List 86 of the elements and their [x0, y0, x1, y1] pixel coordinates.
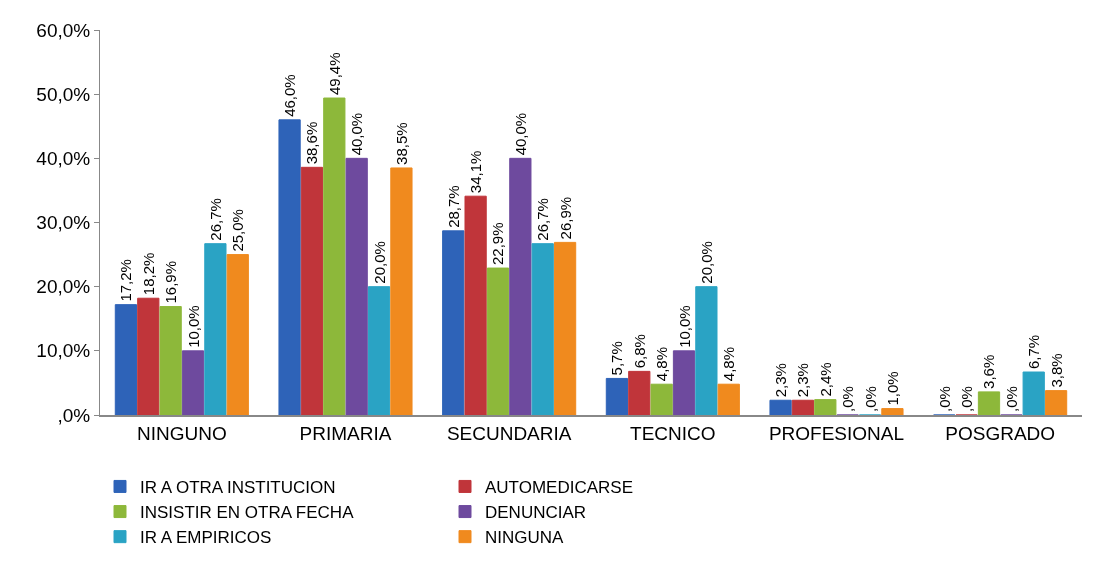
x-tick-label: PROFESIONAL [768, 422, 905, 444]
bar [791, 399, 815, 415]
data-label: 1,0% [883, 371, 901, 406]
data-label: 20,0% [697, 241, 715, 284]
data-label: 6,7% [1025, 334, 1043, 370]
y-tick-label: 50,0% [36, 83, 91, 105]
bar [605, 377, 629, 415]
x-tick-label: SECUNDARIA [446, 422, 572, 444]
bar [159, 306, 182, 415]
bar [323, 97, 346, 415]
bar [464, 195, 487, 415]
data-label: 17,2% [117, 259, 135, 302]
data-label: 38,5% [392, 122, 410, 165]
data-label: 26,7% [206, 198, 224, 241]
data-label: 49,4% [325, 52, 343, 96]
data-label: ,0% [935, 386, 953, 412]
legend-label: NINGUNA [485, 528, 565, 548]
bar [553, 241, 577, 415]
data-label: 46,0% [281, 74, 299, 117]
data-label: 26,9% [556, 196, 574, 240]
data-label: 10,0% [184, 305, 202, 348]
data-label: ,0% [861, 386, 879, 412]
data-label: 4,8% [653, 347, 671, 382]
data-label: 10,0% [675, 305, 693, 348]
x-tick-label: TECNICO [630, 422, 716, 444]
data-label: 18,2% [139, 252, 157, 296]
data-label: 3,8% [1047, 353, 1065, 388]
data-label: 5,7% [608, 341, 626, 376]
y-tick-label: 40,0% [36, 147, 91, 169]
legend-label: INSISTIR EN OTRA FECHA [140, 503, 355, 523]
legend-label: DENUNCIAR [485, 503, 587, 523]
bar [717, 383, 740, 415]
bar [695, 286, 718, 415]
legend-label: IR A OTRA INSTITUCION [140, 478, 336, 498]
bar [486, 267, 510, 415]
bar [367, 286, 391, 415]
data-label: 22,9% [489, 222, 507, 266]
bar [442, 230, 465, 415]
x-tick-label: PRIMARIA [299, 422, 392, 444]
bar [114, 304, 138, 415]
y-tick-label: 10,0% [36, 340, 91, 362]
legend-label: AUTOMEDICARSE [485, 478, 633, 498]
data-label: 40,0% [348, 112, 366, 156]
bar [300, 166, 324, 415]
data-label: 38,6% [303, 121, 321, 165]
bar [204, 243, 227, 415]
data-label: 40,0% [511, 112, 529, 156]
bar [137, 297, 160, 415]
bar [1022, 371, 1045, 415]
bar [1044, 390, 1068, 415]
bar [672, 350, 696, 415]
data-label: 28,7% [444, 185, 462, 228]
x-tick-label: POSGRADO [945, 422, 1056, 444]
data-label: 2,3% [794, 363, 812, 398]
bar [226, 254, 249, 415]
bar [650, 383, 673, 415]
y-tick-label: 60,0% [36, 19, 91, 41]
data-label: ,0% [839, 386, 857, 412]
bar [814, 399, 837, 415]
bar [278, 119, 301, 415]
legend-label: IR A EMPIRICOS [140, 528, 272, 548]
data-label: 16,9% [162, 261, 180, 304]
y-tick-label: 20,0% [36, 276, 91, 298]
bar [531, 243, 554, 415]
data-label: 25,0% [229, 209, 247, 252]
bar [881, 408, 904, 415]
bar [390, 167, 413, 415]
data-label: 34,1% [467, 150, 485, 194]
data-label: 3,6% [980, 354, 998, 389]
bar [181, 350, 205, 415]
y-tick-label: ,0% [57, 404, 91, 426]
bar [345, 157, 368, 415]
data-label: ,0% [1002, 386, 1020, 412]
data-label: 4,8% [720, 347, 738, 382]
bar [769, 399, 792, 415]
bar [977, 391, 1001, 415]
data-label: 20,0% [370, 241, 388, 284]
data-label: 6,8% [630, 334, 648, 369]
y-tick-label: 30,0% [36, 212, 91, 234]
bar [628, 370, 651, 415]
data-label: 2,4% [816, 362, 834, 397]
data-label: ,0% [958, 386, 976, 412]
data-label: 26,7% [534, 198, 552, 241]
bar [509, 157, 532, 415]
data-label: 2,3% [772, 363, 790, 398]
x-tick-label: NINGUNO [136, 422, 227, 444]
